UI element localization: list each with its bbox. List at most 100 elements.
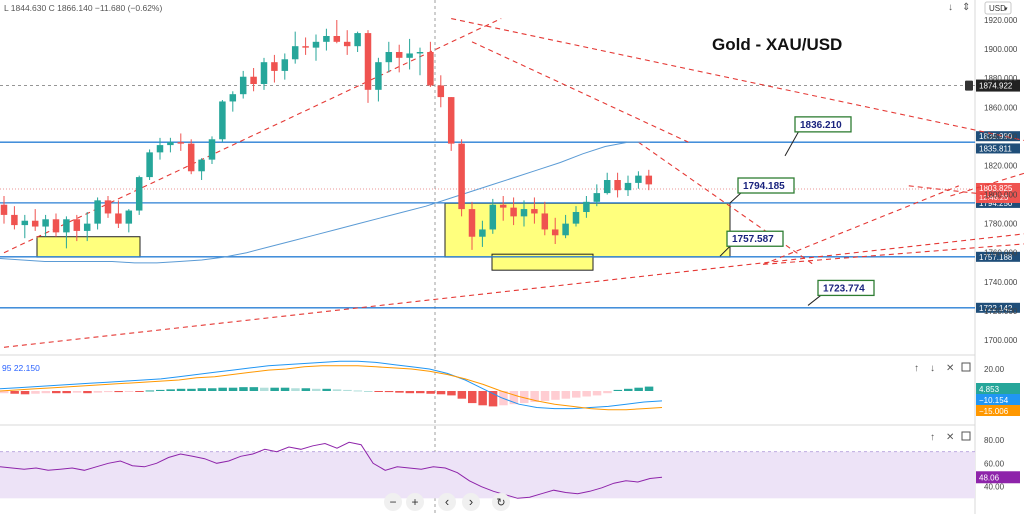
macd-move-down-button[interactable]: ↓: [930, 363, 935, 374]
candle-body: [416, 52, 424, 54]
rsi-maximize-button[interactable]: [961, 431, 971, 441]
scroll-down-button[interactable]: ↓: [948, 2, 953, 13]
macd-histogram-bar: [603, 391, 612, 394]
price-tick-label: 1780.000: [984, 220, 1018, 229]
scroll-left-button[interactable]: ‹: [438, 493, 456, 511]
moving-average-line: [0, 141, 650, 264]
macd-histogram-bar: [551, 391, 560, 400]
scroll-left-bg: [438, 493, 456, 511]
candle-body: [135, 177, 143, 211]
candle-body: [385, 52, 393, 63]
macd-histogram-bar: [156, 389, 165, 391]
macd-histogram-bar: [93, 391, 103, 393]
candle-body: [177, 142, 185, 144]
price-tick-label: 1840.000: [984, 132, 1018, 141]
minus-icon: −: [389, 495, 396, 509]
macd-histogram-bar: [561, 391, 571, 399]
rsi-close-button[interactable]: ✕: [946, 432, 954, 443]
macd-histogram-bar: [468, 391, 477, 404]
expand-button[interactable]: ⇕: [962, 2, 970, 13]
macd-histogram-bar: [332, 389, 342, 391]
reset-view-button[interactable]: ↻: [492, 493, 510, 511]
candle-body: [31, 220, 39, 227]
trend-line: [763, 243, 1024, 265]
macd-histogram-bar: [613, 389, 623, 391]
last-price-tag: [976, 182, 1020, 203]
level-price-text: 1794.250: [979, 199, 1013, 208]
macd-histogram-bar: [249, 387, 259, 391]
candle-body: [541, 213, 549, 230]
currency-box: [984, 1, 1012, 15]
currency-label: USD: [989, 4, 1006, 13]
close-icon: ✕: [946, 363, 954, 374]
macd-histogram-bar: [176, 388, 186, 391]
candles-layer: [0, 20, 653, 250]
macd-histogram-bar: [364, 391, 373, 392]
price-tick-label: 1740.000: [984, 278, 1018, 287]
macd-value-text: −15.006: [979, 407, 1009, 416]
candle-body: [11, 214, 18, 226]
rsi-band: [0, 451, 975, 499]
maximize-icon: [961, 362, 971, 372]
macd-histogram-bar: [322, 388, 331, 391]
macd-histogram-bar: [31, 391, 40, 394]
candle-body: [63, 219, 70, 233]
candle-body: [489, 204, 497, 230]
macd-tick-label: 20.00: [984, 365, 1005, 374]
candle-body: [198, 159, 205, 172]
candle-body: [302, 46, 309, 48]
macd-maximize-button[interactable]: [961, 362, 971, 372]
plus-icon: +: [411, 495, 418, 509]
countdown-text: 12:46:25: [979, 193, 1008, 202]
macd-histogram-bar: [405, 391, 415, 394]
macd-histogram-bar: [582, 391, 591, 397]
levels-layer: 1835.990 1835.811 1794.250 1757.188 1722.142…: [0, 79, 1020, 313]
signal-line: [0, 365, 663, 411]
zoom-out-button[interactable]: −: [384, 493, 402, 511]
chevron-left-icon: ‹: [445, 494, 449, 509]
macd-histogram-bar: [395, 391, 404, 393]
macd-histogram-bar: [530, 391, 539, 402]
level-price-text: 1722.142: [979, 304, 1013, 313]
price-tick-label: 1920.000: [984, 16, 1018, 25]
macd-histogram-bar: [83, 391, 92, 394]
currency-button[interactable]: USD ▾: [984, 1, 1012, 15]
macd-histogram-bar: [208, 388, 217, 391]
macd-histogram-bar: [135, 391, 144, 392]
macd-histogram-bar: [447, 391, 456, 396]
zoom-in-button[interactable]: +: [406, 493, 424, 511]
scroll-right-button[interactable]: ›: [462, 493, 480, 511]
price-tick-label: 1720.000: [984, 307, 1018, 316]
candle-body: [343, 41, 351, 47]
macd-legend: 95 22.150: [2, 363, 40, 373]
candle-body: [0, 204, 8, 215]
candle-body: [260, 62, 268, 84]
maximize-icon: [961, 431, 971, 441]
macd-histogram-bar: [41, 391, 51, 394]
trend-line: [3, 18, 502, 254]
chevron-right-icon: ›: [469, 494, 473, 509]
candle-body: [167, 142, 174, 146]
macd-pane: 20.00 4.853 −10.154 −15.006: [0, 360, 1020, 416]
candle-body: [250, 76, 257, 84]
macd-histogram-bar: [457, 391, 467, 399]
candle-body: [323, 36, 330, 42]
close-icon: ✕: [946, 432, 954, 443]
macd-move-up-button[interactable]: ↑: [914, 363, 919, 374]
macd-histogram-bar: [634, 387, 643, 391]
last-price-text: 1803.825: [979, 184, 1013, 193]
candle-body: [479, 229, 486, 237]
rsi-move-up-button[interactable]: ↑: [930, 432, 935, 443]
macd-histogram-bar: [426, 391, 435, 394]
price-tick-label: 1900.000: [984, 45, 1018, 54]
candle-body: [437, 85, 445, 98]
macd-value-text: −10.154: [979, 396, 1009, 405]
candle-body: [333, 36, 341, 42]
level-price-tag: [976, 302, 1020, 313]
crosshair-price-text: 1874.922: [979, 82, 1013, 91]
moving-average-layer: [0, 141, 650, 264]
macd-histogram-bar: [520, 391, 529, 404]
macd-histogram-bar: [52, 391, 61, 394]
macd-close-button[interactable]: ✕: [946, 363, 954, 374]
candle-body: [395, 52, 403, 58]
